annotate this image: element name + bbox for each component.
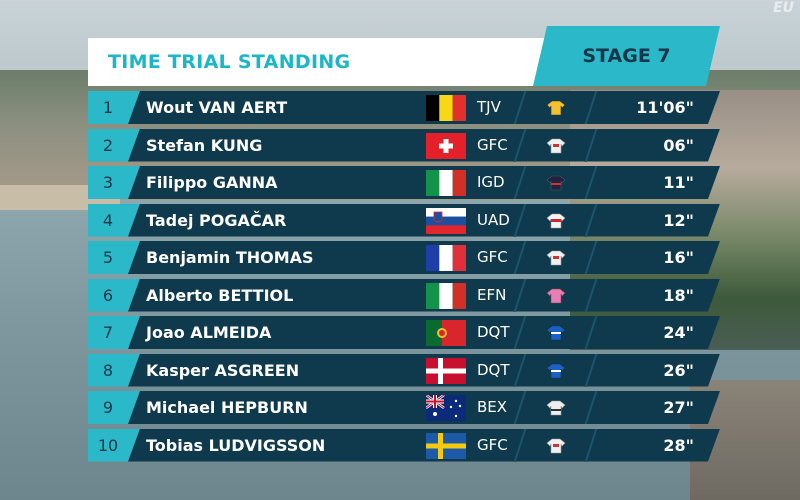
- rank: 2: [102, 135, 114, 155]
- rank: 3: [102, 173, 114, 192]
- team-code: GFC: [477, 248, 508, 266]
- white-jersey-icon: [546, 400, 566, 416]
- rank: 5: [102, 248, 114, 267]
- time: 11'06": [636, 98, 694, 117]
- pink-jersey-icon: [546, 288, 566, 304]
- dark-jersey-icon: [546, 175, 566, 191]
- standing-row: 5 Benjamin THOMAS GFC 16": [88, 241, 720, 274]
- rank: 1: [102, 98, 114, 117]
- flag-denmark-icon: [426, 357, 466, 384]
- rider-name: Wout VAN AERT: [146, 98, 288, 117]
- standing-row: 9 Michael HEPBURN BEX 27": [88, 391, 720, 424]
- standing-row: 7 Joao ALMEIDA DQT 24": [88, 316, 720, 349]
- white-red-jersey-icon: [546, 213, 566, 229]
- time: 11": [663, 173, 694, 192]
- time: 16": [663, 248, 694, 267]
- rank: 7: [102, 323, 114, 342]
- title: TIME TRIAL STANDING: [108, 51, 351, 73]
- time: 26": [663, 360, 694, 380]
- standing-row: 4 Tadej POGAČAR UAD 12": [88, 203, 720, 237]
- flag-switzerland-icon: [426, 132, 466, 159]
- time: 06": [663, 135, 694, 155]
- rider-name: Tobias LUDVIGSSON: [146, 435, 326, 455]
- rider-box: [128, 429, 720, 462]
- white-jersey-icon: [546, 438, 566, 454]
- rider-box: [128, 354, 720, 387]
- rider-name: Michael HEPBURN: [146, 398, 308, 417]
- team-code: TJV: [477, 98, 501, 116]
- team-code: GFC: [477, 135, 508, 154]
- white-jersey-icon: [546, 250, 566, 266]
- rank: 8: [102, 360, 114, 380]
- rider-box: [128, 241, 720, 274]
- team-code: DQT: [477, 323, 510, 341]
- rider-box: [128, 129, 720, 162]
- flag-portugal-icon: [426, 320, 466, 346]
- rider-box: [128, 91, 720, 124]
- team-code: DQT: [477, 360, 510, 379]
- rider-name: Kasper ASGREEN: [146, 360, 300, 380]
- rank: 6: [102, 285, 114, 305]
- rider-box: [128, 391, 720, 424]
- yellow-jersey-icon: [546, 100, 566, 116]
- team-code: EFN: [477, 285, 507, 304]
- blue-jersey-icon: [546, 325, 566, 341]
- stage-banner: STAGE 7: [533, 26, 720, 86]
- flag-sweden-icon: [426, 432, 466, 459]
- rider-name: Stefan KUNG: [146, 135, 263, 155]
- time: 24": [663, 323, 694, 342]
- title-banner: TIME TRIAL STANDING: [88, 38, 548, 86]
- rider-name: Alberto BETTIOL: [146, 285, 294, 305]
- rider-name: Tadej POGAČAR: [146, 210, 287, 230]
- rider-box: [128, 279, 720, 312]
- standing-row: 1 Wout VAN AERT TJV 11'06": [88, 91, 720, 124]
- standing-row: 3 Filippo GANNA IGD 11": [88, 166, 720, 199]
- standing-row: 6 Alberto BETTIOL EFN 18": [88, 278, 720, 312]
- rider-name: Benjamin THOMAS: [146, 248, 314, 267]
- rider-box: [128, 204, 720, 237]
- team-code: BEX: [477, 398, 508, 416]
- standing-row: 8 Kasper ASGREEN DQT 26": [88, 353, 720, 387]
- time: 12": [663, 210, 694, 230]
- rank: 9: [102, 398, 114, 417]
- team-code: UAD: [477, 210, 510, 229]
- flag-belgium-icon: [426, 95, 466, 121]
- standing-row: 10 Tobias LUDVIGSSON GFC 28": [88, 428, 720, 462]
- white-jersey-icon: [546, 138, 566, 154]
- team-code: IGD: [477, 173, 505, 191]
- flag-slovenia-icon: [426, 207, 466, 234]
- rank: 4: [102, 210, 114, 230]
- stage-label: STAGE 7: [582, 45, 671, 67]
- standing-row: 2 Stefan KUNG GFC 06": [88, 128, 720, 162]
- flag-australia-icon: [426, 395, 466, 421]
- rider-name: Filippo GANNA: [146, 173, 278, 192]
- team-code: GFC: [477, 435, 508, 454]
- flag-france-icon: [426, 245, 466, 271]
- rank: 10: [97, 435, 119, 455]
- rider-name: Joao ALMEIDA: [146, 323, 272, 342]
- blue-jersey-icon: [546, 363, 566, 379]
- time: 18": [663, 285, 694, 305]
- time: 27": [663, 398, 694, 417]
- broadcaster-logo: EU: [773, 0, 794, 16]
- rider-box: [128, 316, 720, 349]
- time: 28": [663, 435, 694, 455]
- flag-italy-icon: [426, 170, 466, 196]
- rider-box: [128, 166, 720, 199]
- flag-italy-icon: [426, 282, 466, 309]
